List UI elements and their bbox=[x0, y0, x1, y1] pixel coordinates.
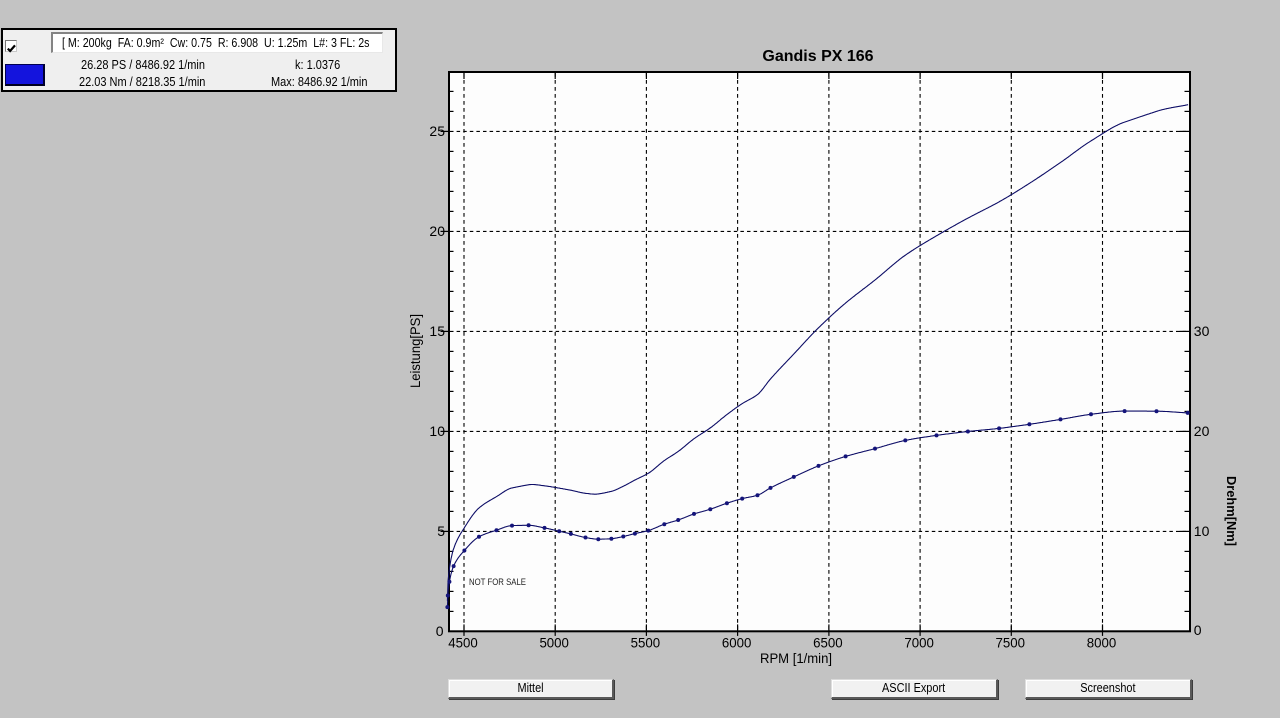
svg-text:RPM [1/min]: RPM [1/min] bbox=[760, 650, 832, 666]
svg-text:25: 25 bbox=[429, 123, 445, 139]
svg-text:5500: 5500 bbox=[631, 635, 661, 651]
svg-text:5000: 5000 bbox=[539, 635, 569, 651]
svg-text:10: 10 bbox=[429, 423, 445, 439]
svg-text:10: 10 bbox=[1194, 523, 1210, 539]
svg-text:7000: 7000 bbox=[904, 635, 934, 651]
svg-text:6000: 6000 bbox=[722, 635, 752, 651]
svg-text:4500: 4500 bbox=[448, 635, 478, 651]
svg-text:Leistung[PS]: Leistung[PS] bbox=[408, 314, 423, 388]
svg-text:8000: 8000 bbox=[1087, 635, 1117, 651]
svg-text:7500: 7500 bbox=[996, 635, 1026, 651]
svg-text:6500: 6500 bbox=[813, 635, 843, 651]
svg-text:30: 30 bbox=[1194, 323, 1210, 339]
svg-text:15: 15 bbox=[429, 323, 445, 339]
svg-text:Drehm[Nm]: Drehm[Nm] bbox=[1224, 476, 1239, 546]
svg-text:Gandis PX 166: Gandis PX 166 bbox=[762, 48, 873, 65]
svg-text:20: 20 bbox=[1194, 423, 1210, 439]
svg-text:0: 0 bbox=[1194, 622, 1202, 638]
svg-text:0: 0 bbox=[436, 623, 444, 639]
svg-text:20: 20 bbox=[429, 223, 445, 239]
svg-text:5: 5 bbox=[437, 523, 445, 539]
svg-text:NOT FOR SALE: NOT FOR SALE bbox=[469, 577, 526, 588]
